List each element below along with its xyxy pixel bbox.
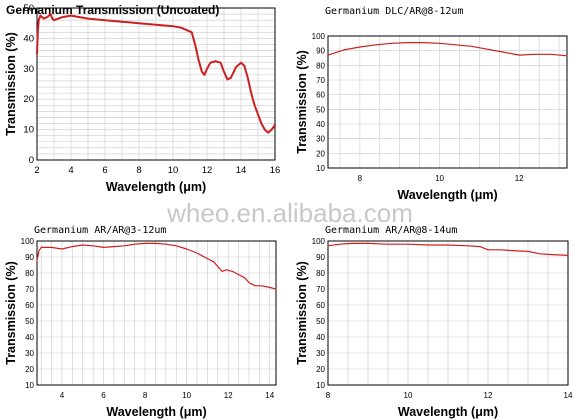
y-tick-label: 20 [23, 94, 34, 105]
series-line-transmission [36, 13, 276, 134]
x-tick-label: 14 [236, 165, 247, 176]
x-tick-label: 14 [564, 391, 573, 400]
y-tick-label: 100 [312, 237, 326, 246]
plot-frame [327, 35, 568, 169]
y-tick-label: 80 [316, 61, 325, 70]
y-tick-label: 10 [316, 381, 325, 390]
y-tick-label: 30 [316, 135, 325, 144]
y-axis-label: Transmission (%) [295, 261, 309, 365]
y-tick-label: 10 [316, 164, 325, 173]
x-tick-label: 10 [404, 391, 413, 400]
y-tick-label: 30 [23, 64, 34, 75]
x-tick-label: 6 [101, 391, 106, 400]
y-tick-label: 20 [316, 365, 325, 374]
y-tick-label: 70 [316, 285, 325, 294]
chart-panel-3: Germanium AR/AR@3-12um 4 6 8 10 12 14 10 20 30 40 5… [4, 225, 277, 419]
y-tick-label: 40 [25, 333, 34, 342]
y-tick-label: 100 [21, 237, 35, 246]
y-tick-label: 10 [23, 125, 34, 136]
y-tick-label: 50 [316, 105, 325, 114]
chart-panel-1: Germanium Transmission (Uncoated) 2 4 6 8 10 1… [4, 3, 280, 194]
y-tick-label: 60 [25, 301, 34, 310]
chart-title: Germanium DLC/AR@8-12um [325, 6, 463, 17]
y-tick-label: 30 [25, 349, 34, 358]
x-tick-label: 10 [435, 174, 444, 183]
y-tick-label: 30 [316, 349, 325, 358]
x-tick-label: 14 [265, 391, 274, 400]
plot-frame [36, 240, 277, 386]
plot-frame [327, 240, 569, 386]
chart-title: Germanium AR/AR@3-12um [34, 225, 166, 236]
chart-title: Germanium AR/AR@8-14um [325, 225, 457, 236]
x-tick-label: 8 [143, 391, 148, 400]
y-tick-label: 60 [316, 91, 325, 100]
y-tick-label: 50 [316, 317, 325, 326]
x-tick-label: 10 [182, 391, 191, 400]
x-tick-label: 12 [202, 165, 213, 176]
y-tick-label: 70 [316, 76, 325, 85]
y-tick-label: 20 [25, 365, 34, 374]
y-tick-label: 70 [25, 285, 34, 294]
y-tick-label: 90 [316, 47, 325, 56]
x-tick-label: 6 [102, 165, 107, 176]
y-tick-label: 0 [29, 155, 34, 166]
x-axis-label: Wavelength (μm) [397, 188, 497, 202]
x-axis-label: Wavelength (μm) [106, 180, 206, 194]
x-tick-label: 2 [34, 165, 39, 176]
y-tick-label: 40 [23, 33, 34, 44]
watermark-text: wheo.en.alibaba.com [166, 198, 413, 228]
x-tick-label: 8 [326, 391, 331, 400]
x-axis-label: Wavelength (μm) [106, 405, 206, 419]
y-tick-label: 80 [25, 269, 34, 278]
y-tick-label: 10 [25, 381, 34, 390]
y-tick-label: 90 [316, 253, 325, 262]
series-line-transmission [327, 242, 569, 256]
x-tick-label: 12 [224, 391, 233, 400]
x-tick-label: 10 [168, 165, 179, 176]
y-tick-label: 100 [312, 32, 326, 41]
x-tick-label: 12 [515, 174, 524, 183]
y-tick-label: 50 [23, 3, 34, 14]
x-tick-label: 4 [68, 165, 73, 176]
series-line-transmission [327, 41, 568, 57]
y-tick-label: 40 [316, 333, 325, 342]
y-tick-label: 90 [25, 253, 34, 262]
chart-title: Germanium Transmission (Uncoated) [6, 3, 219, 17]
x-tick-label: 8 [358, 174, 363, 183]
chart-panel-2: Germanium DLC/AR@8-12um 8 10 12 10 20 30 40 50 60… [295, 6, 568, 202]
y-axis-label: Transmission (%) [4, 32, 18, 136]
series-line-transmission [36, 242, 277, 290]
x-tick-label: 16 [270, 165, 281, 176]
y-tick-label: 20 [316, 149, 325, 158]
plot-frame [36, 7, 276, 161]
x-axis-label: Wavelength (μm) [398, 405, 498, 419]
y-axis-label: Transmission (%) [295, 50, 309, 154]
y-tick-label: 60 [316, 301, 325, 310]
x-tick-label: 12 [484, 391, 493, 400]
y-axis-label: Transmission (%) [4, 261, 18, 365]
y-tick-label: 80 [316, 269, 325, 278]
x-tick-label: 8 [136, 165, 141, 176]
y-tick-label: 40 [316, 120, 325, 129]
y-tick-label: 50 [25, 317, 34, 326]
x-tick-label: 4 [60, 391, 65, 400]
